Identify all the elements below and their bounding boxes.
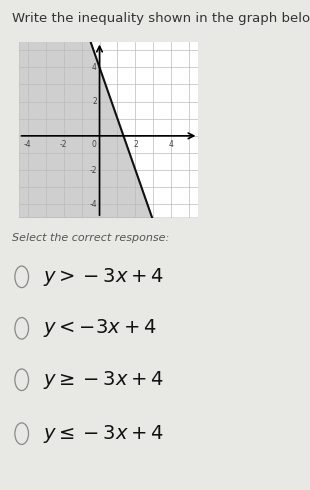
Text: -4: -4	[24, 140, 31, 149]
Text: -4: -4	[89, 200, 97, 209]
Text: 2: 2	[92, 97, 97, 106]
Text: 4: 4	[169, 140, 174, 149]
Text: -2: -2	[89, 166, 97, 174]
Text: Select the correct response:: Select the correct response:	[12, 233, 170, 243]
Text: $y > -3x + 4$: $y > -3x + 4$	[43, 266, 165, 288]
Text: $y < -3x + 4$: $y < -3x + 4$	[43, 318, 157, 339]
Text: 2: 2	[133, 140, 138, 149]
Text: $y \leq -3x + 4$: $y \leq -3x + 4$	[43, 423, 165, 444]
Text: $y \geq -3x + 4$: $y \geq -3x + 4$	[43, 369, 165, 391]
Text: 0: 0	[92, 140, 97, 149]
Text: 4: 4	[92, 63, 97, 72]
Text: -2: -2	[60, 140, 67, 149]
Text: Write the inequality shown in the graph below.: Write the inequality shown in the graph …	[12, 12, 310, 25]
